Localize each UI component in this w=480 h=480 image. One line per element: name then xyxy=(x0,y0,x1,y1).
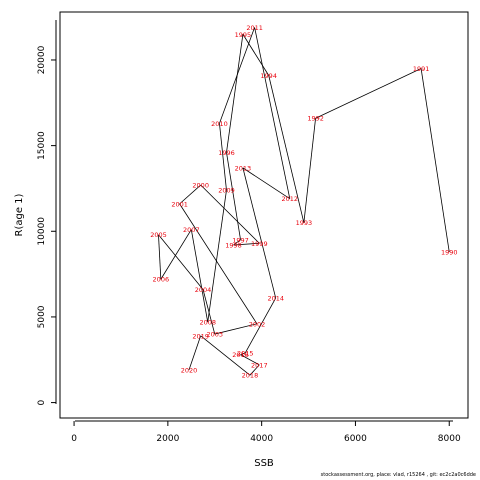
year-label-1990: 1990 xyxy=(441,248,458,256)
year-label-1995: 1995 xyxy=(235,31,252,39)
trajectory-segment-2011-2012 xyxy=(254,27,291,199)
trajectory-segment-1995-1996 xyxy=(226,34,244,153)
year-label-2000: 2000 xyxy=(192,182,209,190)
trajectory-segment-1997-1998 xyxy=(233,239,241,246)
trajectory-segment-2005-2006 xyxy=(158,234,162,280)
y-tick-label: 0 xyxy=(37,399,47,405)
trajectory-segment-2013-2014 xyxy=(242,167,277,299)
year-label-2007: 2007 xyxy=(183,226,200,234)
trajectory-segment-2015-2016 xyxy=(240,352,246,355)
trajectory-segment-2004-2005 xyxy=(158,234,204,290)
trajectory-segment-1996-1997 xyxy=(226,152,241,240)
year-label-2011: 2011 xyxy=(246,24,263,32)
plot-frame xyxy=(59,11,469,419)
year-label-2002: 2002 xyxy=(249,320,266,328)
trajectory-segment-2019-2020 xyxy=(188,335,202,371)
year-label-1997: 1997 xyxy=(232,236,249,244)
year-label-1994: 1994 xyxy=(260,72,277,80)
trajectory-segment-1998-1999 xyxy=(233,242,260,246)
y-axis-title: R(age 1) xyxy=(14,193,25,236)
trajectory-segment-2000-2001 xyxy=(179,184,201,205)
trajectory-segment-1990-1991 xyxy=(420,68,450,252)
year-label-2012: 2012 xyxy=(282,195,299,203)
year-label-2017: 2017 xyxy=(251,361,268,369)
x-ticks: 0 2000 4000 6000 8000 xyxy=(71,421,461,444)
year-label-2003: 2003 xyxy=(206,331,223,339)
x-tick-label: 2000 xyxy=(156,434,179,444)
year-label-1991: 1991 xyxy=(413,65,430,73)
trajectory-segment-2002-2003 xyxy=(214,323,258,335)
year-label-2001: 2001 xyxy=(171,200,188,208)
trajectory-segment-2012-2013 xyxy=(242,167,291,200)
year-label-2019: 2019 xyxy=(192,332,209,340)
trajectory-segment-2001-2002 xyxy=(179,203,258,324)
year-label-2015: 2015 xyxy=(237,349,254,357)
year-label-2018: 2018 xyxy=(242,372,259,380)
year-label-2020: 2020 xyxy=(181,367,198,375)
year-label-2008: 2008 xyxy=(199,319,216,327)
year-label-1993: 1993 xyxy=(296,219,313,227)
trajectory-segment-1994-1995 xyxy=(242,34,270,76)
x-tick-label: 4000 xyxy=(250,434,273,444)
trajectory-segment-2017-2018 xyxy=(249,364,260,376)
year-label-2004: 2004 xyxy=(195,286,212,294)
year-label-2014: 2014 xyxy=(267,295,284,303)
y-tick-label: 5000 xyxy=(37,305,47,328)
trajectory-segment-2010-2011 xyxy=(219,27,255,124)
year-label-1992: 1992 xyxy=(307,115,324,123)
trajectory-segment-2016-2017 xyxy=(240,354,260,366)
trajectory-segment-1999-2000 xyxy=(200,184,260,244)
year-label-2013: 2013 xyxy=(235,164,252,172)
trajectory-segment-2006-2007 xyxy=(160,229,192,280)
year-label-2005: 2005 xyxy=(150,231,167,239)
x-axis-title: SSB xyxy=(254,458,274,469)
year-label-2016: 2016 xyxy=(232,351,249,359)
trajectory-segment-2007-2008 xyxy=(190,229,209,323)
year-label-1998: 1998 xyxy=(225,241,242,249)
year-label-1996: 1996 xyxy=(218,149,235,157)
y-tick-label: 20000 xyxy=(37,45,47,74)
trajectory-segment-1992-1993 xyxy=(303,118,316,223)
year-label-1999: 1999 xyxy=(251,240,268,248)
trajectory-segment-1991-1992 xyxy=(315,68,422,119)
trajectory-segment-2009-2010 xyxy=(219,123,227,191)
x-tick-label: 6000 xyxy=(344,434,367,444)
x-tick-label: 0 xyxy=(71,434,77,444)
y-tick-label: 10000 xyxy=(37,217,47,246)
footer-credit: stockassessment.org, place: vlad, r15264… xyxy=(320,472,476,478)
x-tick-label: 8000 xyxy=(438,434,461,444)
trajectory-segment-2018-2019 xyxy=(200,335,251,376)
trajectory-segment-2008-2009 xyxy=(207,190,227,323)
y-ticks: 0 5000 10000 15000 20000 xyxy=(37,45,56,405)
year-label-2009: 2009 xyxy=(218,187,235,195)
trajectory-segment-1993-1994 xyxy=(268,75,305,223)
trajectory-segment-2014-2015 xyxy=(244,297,277,354)
year-label-2010: 2010 xyxy=(211,120,228,128)
y-tick-label: 15000 xyxy=(37,131,47,160)
recruitment-trajectory-line xyxy=(158,27,450,376)
year-label-2006: 2006 xyxy=(153,276,170,284)
